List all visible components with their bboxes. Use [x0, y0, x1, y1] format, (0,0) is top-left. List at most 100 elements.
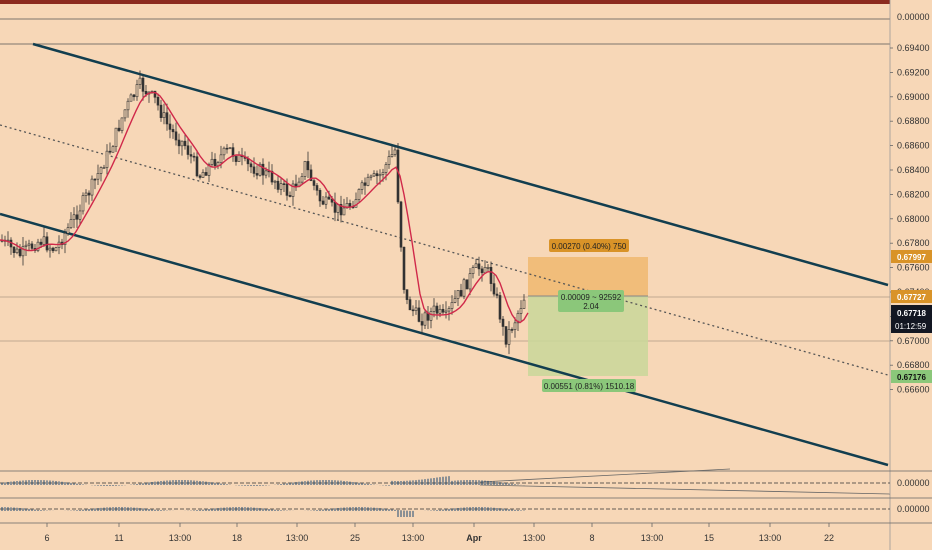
candle-body	[396, 149, 400, 203]
candle-body	[12, 246, 16, 254]
candle-body	[174, 131, 178, 141]
candle-body	[345, 203, 349, 209]
indicator-pane-1[interactable]	[0, 468, 891, 495]
candle-body	[153, 90, 157, 98]
candle-body	[69, 219, 73, 228]
candle-body	[126, 100, 130, 111]
indicator1-trendline-2[interactable]	[479, 484, 891, 495]
candle-body	[510, 329, 514, 331]
candle-body	[291, 183, 295, 197]
candle-body	[258, 163, 262, 176]
time-tick-label: 22	[824, 533, 834, 543]
candle-body	[486, 267, 490, 269]
candle-body	[465, 279, 469, 290]
candle-body	[450, 302, 454, 309]
channel-lower-line[interactable]	[0, 212, 889, 467]
candle-body	[342, 207, 346, 216]
price-tick-label: 0.67600	[897, 263, 930, 273]
candle-body	[48, 247, 52, 251]
target-label-bg	[549, 239, 629, 252]
candle-body	[165, 112, 169, 125]
candle-body	[156, 96, 160, 106]
candle-body	[438, 308, 442, 314]
candle-body	[195, 156, 199, 177]
candle-body	[423, 312, 427, 326]
candle-body	[201, 172, 205, 178]
candle-body	[498, 295, 502, 320]
candle-body	[21, 246, 25, 257]
channel-median-line[interactable]	[0, 124, 889, 376]
candle-body	[234, 156, 238, 162]
candle-body	[204, 172, 208, 176]
candle-body	[456, 290, 460, 299]
candle-body	[144, 91, 148, 95]
candle-body	[282, 183, 286, 185]
candle-body	[363, 182, 367, 186]
time-tick-label: Apr	[466, 533, 482, 543]
last-price-tag-text: 0.67718	[897, 309, 926, 318]
candle-body	[393, 149, 397, 155]
target-label-text: 0.00270 (0.40%) 750	[552, 242, 627, 251]
candle-body	[417, 307, 421, 322]
take-profit-tag-text: 0.67997	[897, 253, 926, 262]
candle-body	[402, 246, 406, 290]
time-tick-label: 8	[589, 533, 594, 543]
candle-body	[405, 289, 409, 300]
candle-body	[264, 170, 268, 176]
candle-body	[261, 163, 265, 176]
price-tick-label: 0.68400	[897, 165, 930, 175]
candle-body	[384, 164, 388, 173]
candle-body	[45, 236, 49, 251]
candle-body	[447, 308, 451, 312]
stop-label-text: 0.00551 (0.81%) 1510.18	[544, 382, 635, 391]
candle-body	[237, 154, 241, 162]
candle-body	[180, 140, 184, 147]
candle-body	[78, 210, 82, 220]
candle-body	[192, 155, 196, 158]
candle-body	[507, 329, 511, 345]
candle-body	[177, 139, 181, 147]
candle-body	[213, 158, 217, 167]
price-tick-label: 0.68600	[897, 141, 930, 151]
candle-body	[315, 185, 319, 191]
candle-body	[135, 84, 139, 98]
candle-body	[225, 147, 229, 150]
price-tick-label: 0.67800	[897, 238, 930, 248]
candle-body	[387, 156, 391, 165]
last-price-tag-bg	[891, 305, 932, 333]
time-tick-label: 11	[114, 533, 123, 543]
time-tick-label: 13:00	[169, 533, 192, 543]
candle-body	[381, 172, 385, 175]
candle-body	[390, 154, 394, 157]
candle-body	[477, 263, 481, 270]
moving-average-line	[0, 91, 529, 324]
candle-body	[522, 299, 526, 309]
candle-body	[459, 290, 463, 297]
candle-body	[132, 94, 136, 98]
candle-body	[168, 123, 172, 130]
candle-body	[285, 183, 289, 196]
candle-body	[96, 173, 100, 180]
position-stop-label: 0.00551 (0.81%) 1510.18	[542, 379, 636, 392]
candle-body	[441, 308, 445, 313]
position-loss-zone[interactable]	[528, 257, 648, 296]
candle-body	[207, 164, 211, 176]
candle-body	[492, 283, 496, 295]
top-indicator-value: 0.00000	[897, 12, 930, 22]
position-center-label: 0.00009 ~ 92592 2.04	[558, 290, 624, 312]
price-tick-label: 0.68000	[897, 214, 930, 224]
time-axis[interactable]: 6 11 13:00 18 13:00 25 13:00 Apr 13:00 8 13:00 15 13…	[44, 523, 834, 543]
channel-upper-line[interactable]	[32, 42, 889, 287]
candle-body	[123, 109, 127, 119]
indicator2-axis-value: 0.00000	[897, 504, 930, 514]
candle-body	[99, 167, 103, 174]
indicator1-trendline[interactable]	[479, 468, 731, 483]
candle-body	[480, 268, 484, 274]
candle-body	[222, 147, 226, 156]
time-tick-label: 18	[232, 533, 242, 543]
candle-body	[159, 104, 163, 118]
price-tick-label: 0.68200	[897, 189, 930, 199]
candle-body	[84, 192, 88, 196]
stop-label-bg	[542, 379, 636, 392]
